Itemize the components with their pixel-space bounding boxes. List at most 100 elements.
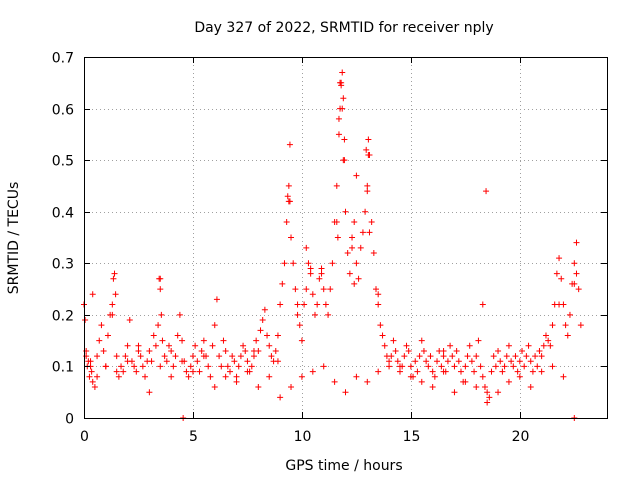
data-point — [110, 275, 117, 282]
data-point — [375, 291, 382, 298]
data-point — [486, 394, 493, 401]
data-point — [301, 301, 308, 308]
data-point — [189, 353, 196, 360]
data-point — [484, 399, 491, 406]
data-point — [161, 353, 168, 360]
data-point — [547, 342, 554, 349]
data-point — [339, 69, 346, 76]
data-point — [198, 347, 205, 354]
data-point — [303, 244, 310, 251]
data-point — [224, 363, 231, 370]
data-point — [381, 342, 388, 349]
y-tick-label: 0 — [65, 412, 74, 428]
data-point — [451, 389, 458, 396]
data-point — [89, 291, 96, 298]
grid — [84, 57, 607, 418]
data-point — [497, 358, 504, 365]
data-point — [257, 327, 264, 334]
data-point — [124, 342, 131, 349]
data-point — [340, 157, 347, 164]
data-point — [540, 342, 547, 349]
data-point — [375, 368, 382, 375]
data-point — [495, 347, 502, 354]
data-point — [386, 358, 393, 365]
data-point — [113, 353, 120, 360]
data-point — [479, 373, 486, 380]
data-point — [453, 347, 460, 354]
data-point — [298, 373, 305, 380]
data-point — [353, 373, 360, 380]
data-point — [340, 95, 347, 102]
data-point — [222, 347, 229, 354]
data-point — [281, 260, 288, 267]
data-point — [488, 368, 495, 375]
data-point — [362, 208, 369, 215]
data-point — [322, 301, 329, 308]
data-point — [516, 358, 523, 365]
y-tick-label: 0.4 — [52, 206, 74, 222]
data-point — [338, 82, 345, 89]
data-point — [462, 378, 469, 385]
data-point — [207, 373, 214, 380]
data-point — [368, 219, 375, 226]
data-point — [294, 301, 301, 308]
y-tick-label: 0.1 — [52, 360, 74, 376]
data-point — [525, 342, 532, 349]
data-point — [523, 353, 530, 360]
data-point — [209, 342, 216, 349]
data-point — [327, 286, 334, 293]
data-point — [549, 363, 556, 370]
data-point — [483, 188, 490, 195]
data-point — [407, 373, 414, 380]
data-point — [379, 332, 386, 339]
data-point — [148, 358, 155, 365]
data-point — [560, 373, 567, 380]
data-point — [575, 286, 582, 293]
data-point — [333, 182, 340, 189]
data-point — [222, 373, 229, 380]
data-point — [423, 358, 430, 365]
data-point — [155, 322, 162, 329]
data-point — [279, 280, 286, 287]
data-point — [250, 347, 257, 354]
data-point — [503, 353, 510, 360]
data-point — [534, 363, 541, 370]
data-point — [231, 358, 238, 365]
data-point — [283, 219, 290, 226]
data-point — [331, 378, 338, 385]
data-point — [473, 353, 480, 360]
x-tick-label: 10 — [294, 429, 312, 445]
data-point — [286, 141, 293, 148]
data-point — [357, 244, 364, 251]
data-point — [577, 322, 584, 329]
data-point — [412, 358, 419, 365]
data-point — [349, 244, 356, 251]
data-point — [479, 301, 486, 308]
data-point — [189, 368, 196, 375]
data-point — [405, 347, 412, 354]
data-point — [529, 368, 536, 375]
data-point — [545, 337, 552, 344]
data-point — [333, 219, 340, 226]
data-point — [227, 368, 234, 375]
data-point — [135, 342, 142, 349]
data-point — [174, 332, 181, 339]
data-point — [481, 384, 488, 391]
data-point — [253, 337, 260, 344]
data-point — [86, 373, 93, 380]
data-point — [353, 172, 360, 179]
data-point — [135, 347, 142, 354]
data-point — [277, 394, 284, 401]
data-point — [309, 291, 316, 298]
data-point — [527, 358, 534, 365]
data-point — [495, 389, 502, 396]
data-point — [484, 389, 491, 396]
data-point — [290, 260, 297, 267]
data-point — [112, 291, 119, 298]
data-point — [429, 384, 436, 391]
data-point — [464, 353, 471, 360]
data-point — [159, 337, 166, 344]
ticks: 0 0.1 0.2 0.3 0.4 0.5 0.6 0.7 0 5 10 15 20 — [52, 51, 607, 445]
data-point — [194, 358, 201, 365]
data-point — [527, 384, 534, 391]
